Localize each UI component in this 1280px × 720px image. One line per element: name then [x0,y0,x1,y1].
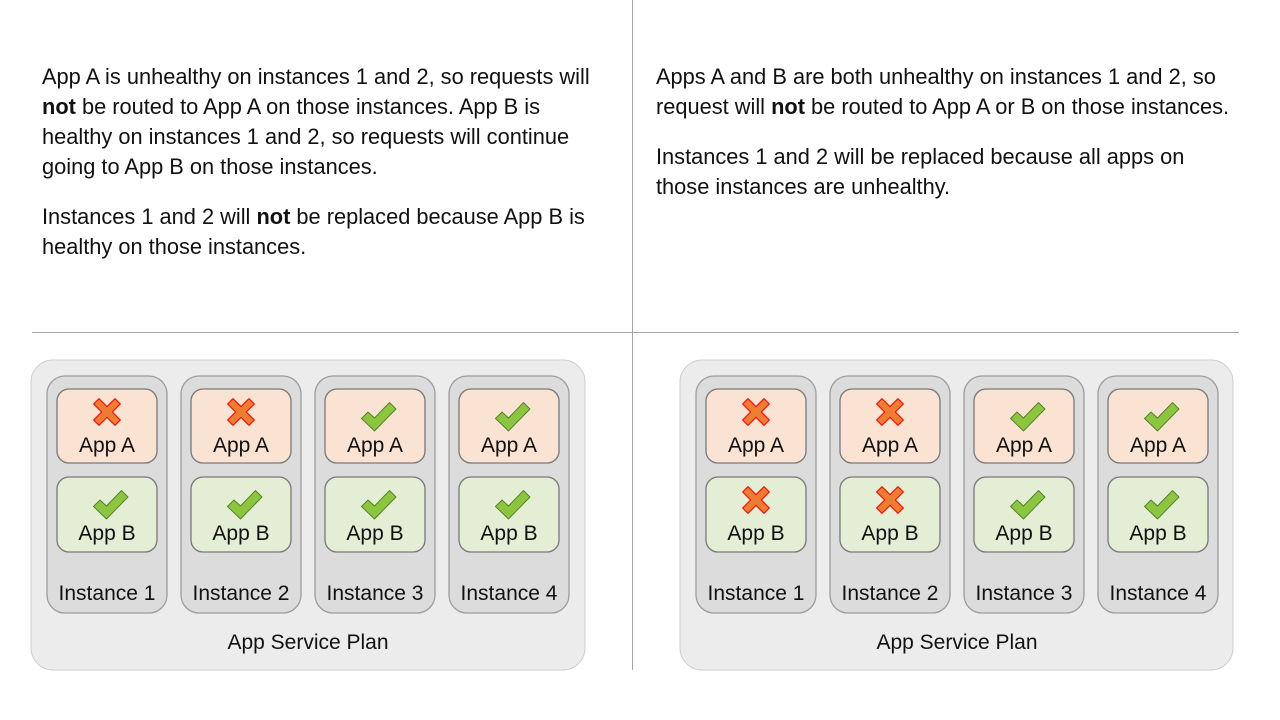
svg-text:App A: App A [728,434,784,457]
svg-text:App A: App A [213,434,269,457]
svg-text:App B: App B [1129,522,1186,545]
svg-text:App A: App A [996,434,1052,457]
svg-text:App B: App B [346,522,403,545]
svg-text:Instance 1: Instance 1 [708,582,805,605]
svg-text:App B: App B [861,522,918,545]
svg-text:App A: App A [79,434,135,457]
svg-text:Instance 4: Instance 4 [1110,582,1207,605]
svg-text:Instance 4: Instance 4 [461,582,558,605]
svg-text:Instance 3: Instance 3 [327,582,424,605]
svg-text:App Service Plan: App Service Plan [227,631,388,654]
svg-text:App A: App A [481,434,537,457]
svg-text:App A: App A [347,434,403,457]
svg-text:Instance 2: Instance 2 [842,582,939,605]
svg-text:App B: App B [727,522,784,545]
svg-text:App Service Plan: App Service Plan [876,631,1037,654]
svg-text:App A: App A [862,434,918,457]
svg-text:Instance 1: Instance 1 [59,582,156,605]
svg-text:App B: App B [995,522,1052,545]
svg-text:App B: App B [78,522,135,545]
svg-text:Instance 3: Instance 3 [976,582,1073,605]
svg-text:App B: App B [480,522,537,545]
svg-text:App A: App A [1130,434,1186,457]
svg-text:Instance 2: Instance 2 [193,582,290,605]
svg-text:App B: App B [212,522,269,545]
